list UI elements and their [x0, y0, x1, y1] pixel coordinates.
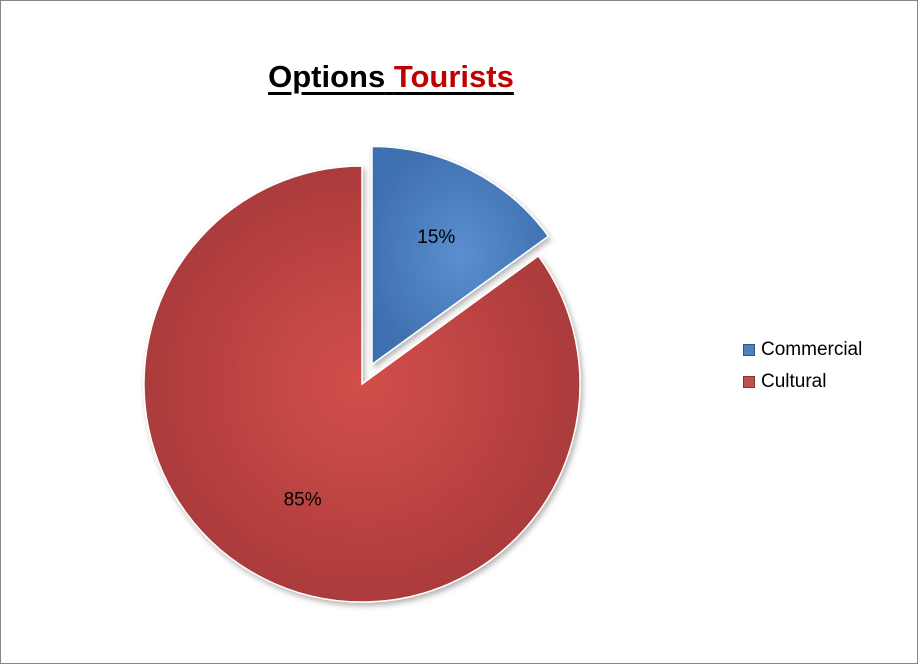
data-label-cultural: 85% — [284, 490, 322, 511]
chart-title-part-tourists: Tourists — [393, 59, 514, 94]
legend-swatch-cultural — [743, 376, 755, 388]
legend-swatch-commercial — [743, 344, 755, 356]
data-label-commercial: 15% — [417, 227, 455, 248]
chart-title: Options Tourists — [1, 59, 781, 95]
pie-slice-cultural — [143, 165, 581, 603]
legend: Commercial Cultural — [743, 337, 862, 401]
legend-item-commercial: Commercial — [743, 337, 862, 363]
chart-title-part-options: Options — [268, 59, 386, 94]
legend-item-cultural: Cultural — [743, 369, 862, 395]
legend-label-commercial: Commercial — [761, 339, 863, 360]
legend-label-cultural: Cultural — [761, 371, 827, 392]
pie-slice-commercial — [371, 145, 550, 366]
